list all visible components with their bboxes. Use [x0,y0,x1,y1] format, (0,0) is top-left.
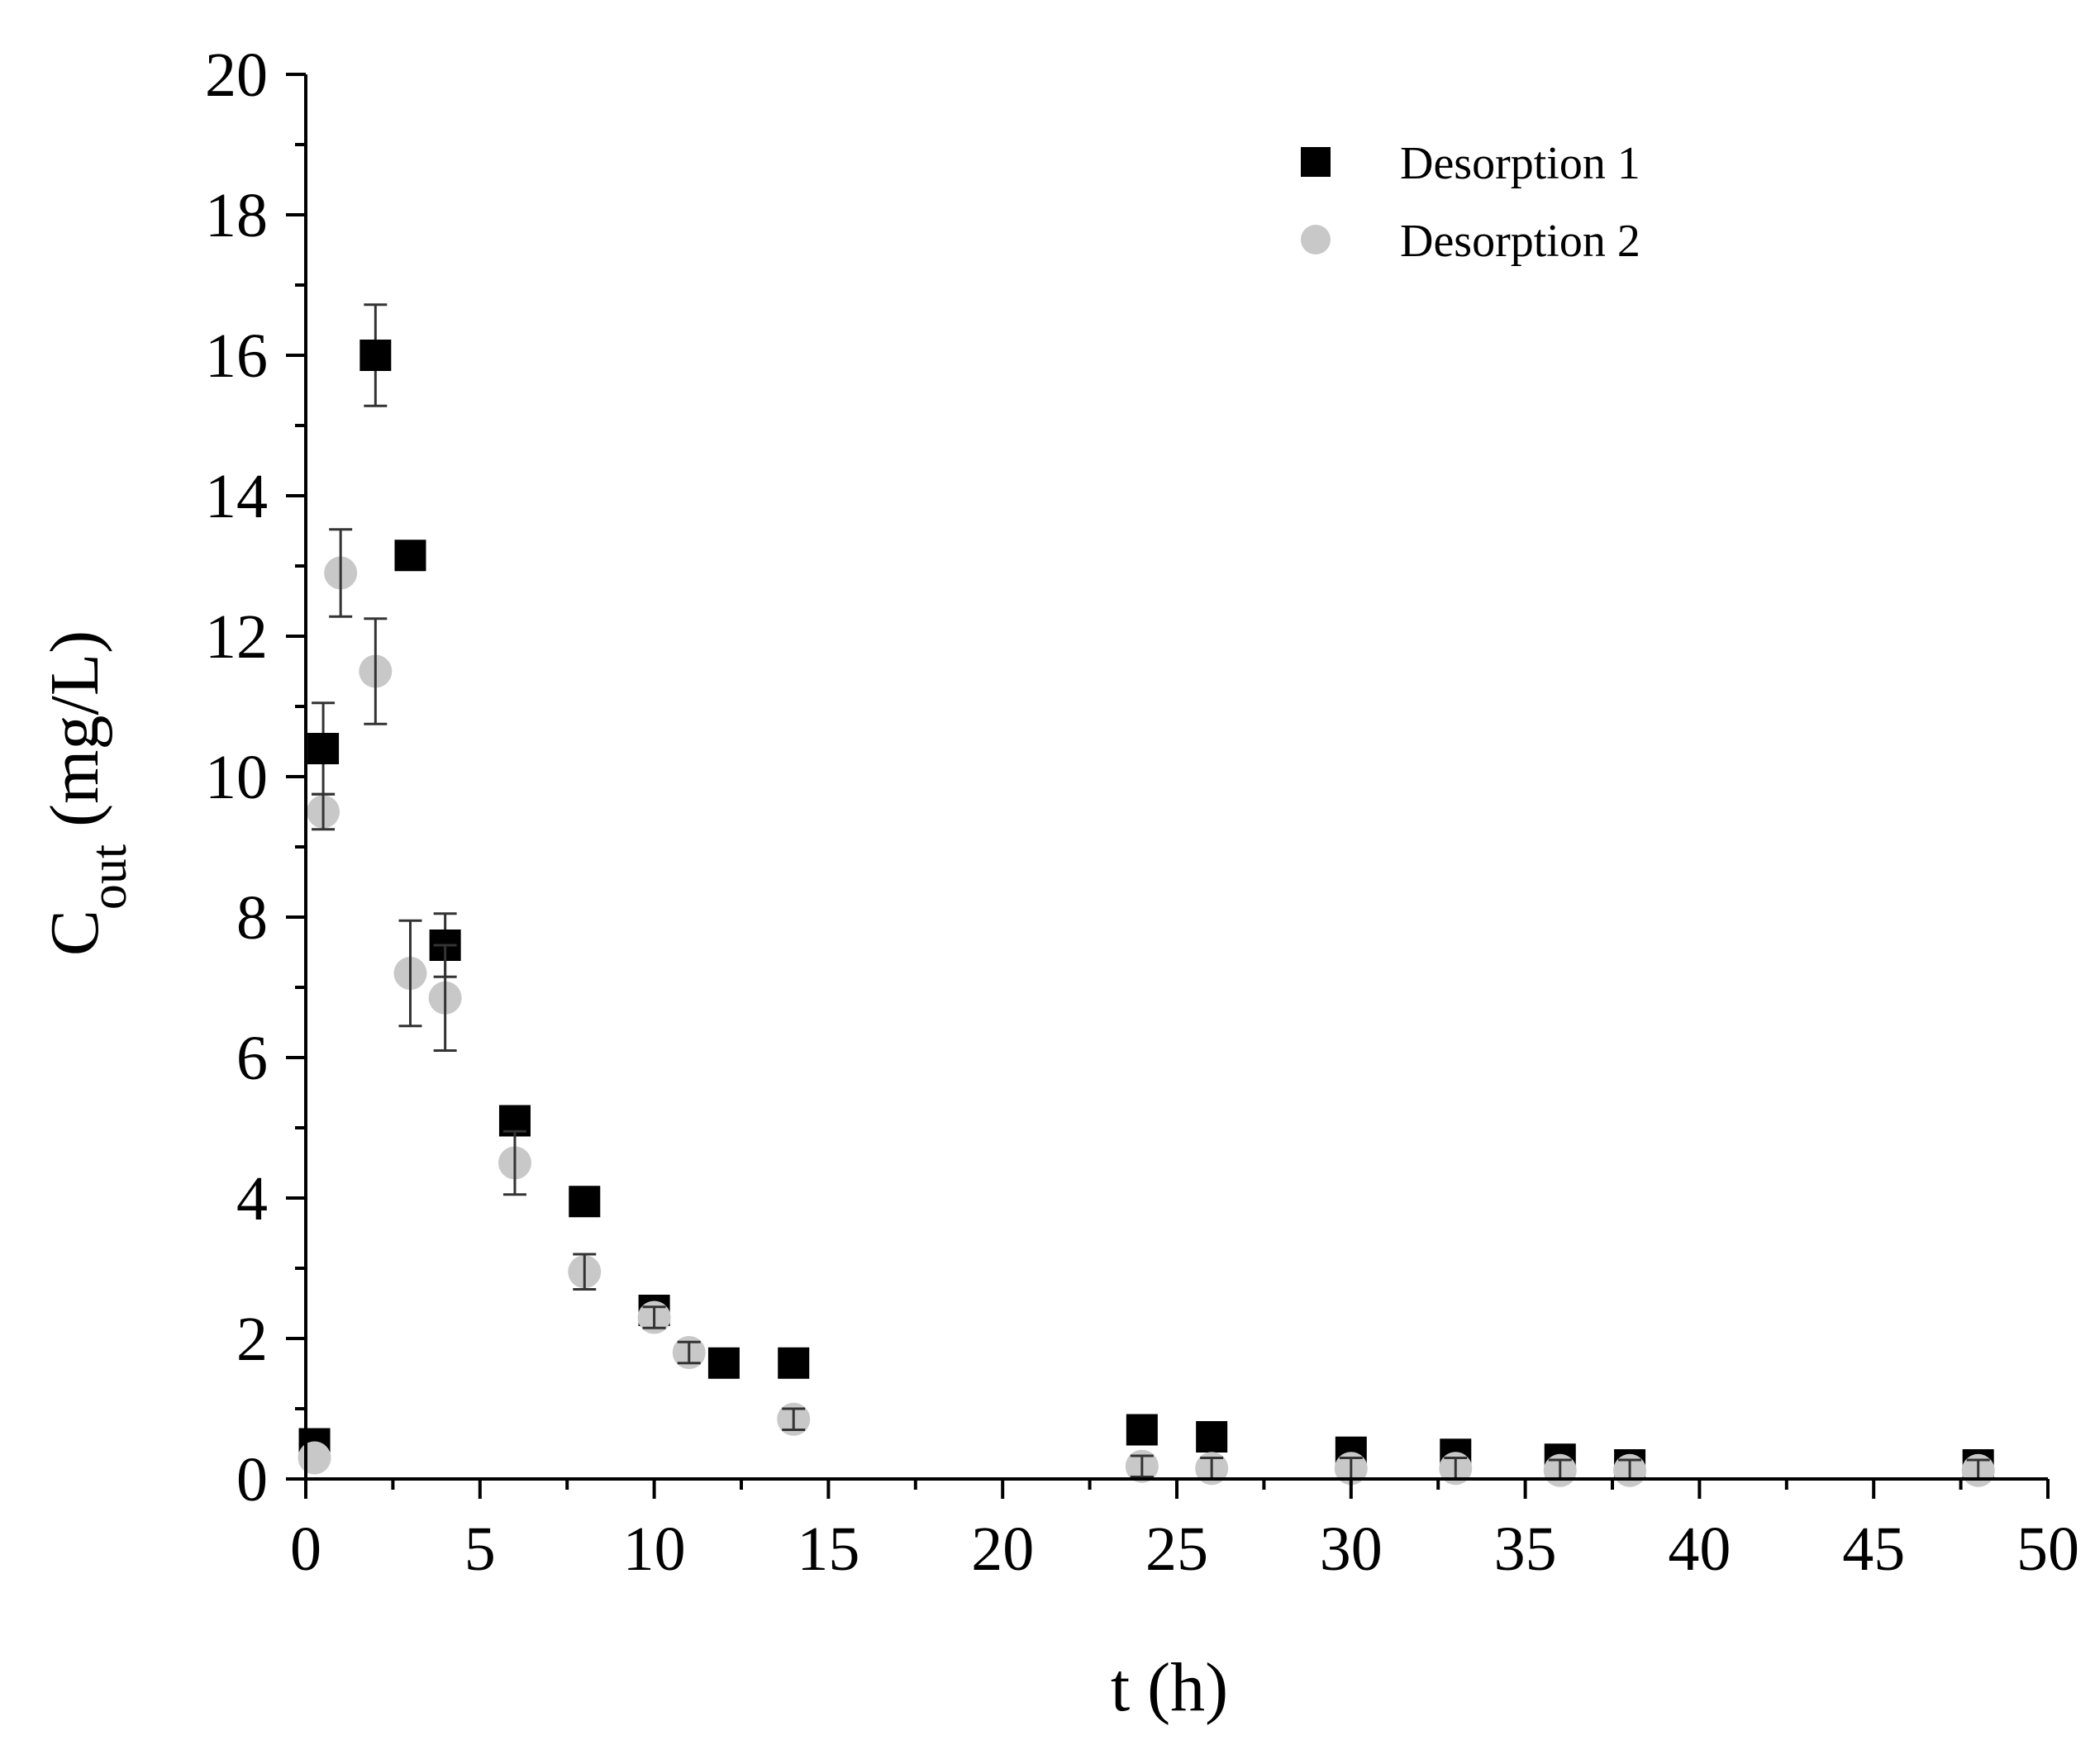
y-axis-title-unit: (mg/L) [36,630,113,844]
y-tick-label: 6 [236,1024,268,1093]
x-tick-label: 15 [797,1514,859,1584]
series-desorption-2 [298,528,1995,1487]
x-tick-label: 45 [1842,1514,1905,1584]
x-tick-label: 5 [464,1514,496,1584]
legend-marker-desorption-2 [1301,225,1331,254]
error-bars [312,303,526,1133]
data-point-desorption-2 [298,1441,331,1475]
data-point-desorption-1 [1126,1414,1158,1446]
legend: Desorption 1 Desorption 2 [1301,138,1640,267]
legend-label-desorption-1: Desorption 1 [1400,138,1640,189]
axes [286,73,2050,1499]
y-tick-label: 2 [236,1305,268,1374]
y-tick-labels: 0 2 4 6 8 10 12 14 16 18 20 [205,40,268,1514]
x-tick-label: 20 [971,1514,1034,1584]
legend-marker-desorption-1 [1301,147,1331,177]
y-tick-label: 14 [205,462,268,531]
x-tick-label: 30 [1320,1514,1383,1584]
data-point-desorption-1 [778,1347,810,1379]
data-point-desorption-1 [707,1347,740,1379]
x-tick-labels: 0 5 10 15 20 25 30 35 40 45 50 [290,1514,2079,1584]
y-axis-title-main: C [36,910,113,956]
y-tick-label: 18 [205,181,268,250]
y-tick-label: 8 [236,883,268,953]
y-tick-label: 12 [205,602,268,672]
x-axis-title: t (h) [1111,1649,1228,1726]
data-point-desorption-1 [1196,1421,1228,1453]
y-tick-label: 4 [236,1164,268,1234]
data-point-desorption-1 [394,540,426,572]
y-tick-label: 16 [205,321,268,391]
y-tick-label: 0 [236,1445,268,1514]
y-axis-title: Cout (mg/L) [36,630,137,956]
x-tick-label: 10 [623,1514,686,1584]
series-desorption-1 [298,340,1994,1481]
data-point-desorption-1 [359,340,392,371]
x-tick-label: 0 [290,1514,321,1584]
x-tick-label: 50 [2016,1514,2079,1584]
y-tick-label: 20 [205,40,268,110]
data-point-desorption-1 [569,1186,601,1218]
x-tick-label: 35 [1494,1514,1557,1584]
legend-label-desorption-2: Desorption 2 [1400,216,1640,267]
y-tick-label: 10 [205,743,268,812]
x-tick-label: 40 [1668,1514,1731,1584]
data-point-desorption-1 [307,733,340,764]
x-tick-label: 25 [1145,1514,1208,1584]
y-axis-title-subscript: out [81,844,137,910]
